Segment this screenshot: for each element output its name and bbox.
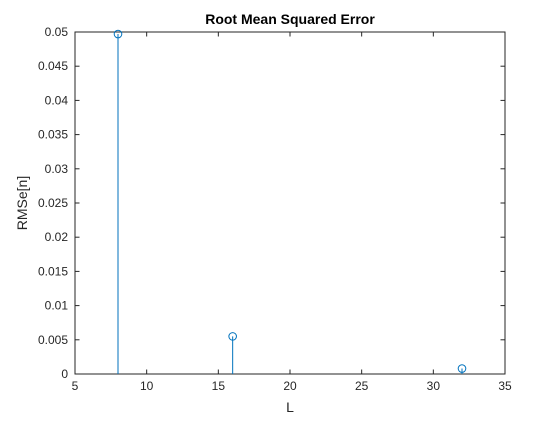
chart-title: Root Mean Squared Error <box>205 11 375 27</box>
y-tick-label: 0.03 <box>45 162 69 176</box>
x-axis-ticks: 5 10 15 20 25 30 35 <box>72 32 512 393</box>
x-tick-label: 20 <box>283 379 297 393</box>
plot-area <box>74 31 506 375</box>
y-tick-label: 0.015 <box>38 264 68 278</box>
x-tick-label: 25 <box>355 379 369 393</box>
y-tick-label: 0 <box>61 367 68 381</box>
y-axis-ticks: 0 0.005 0.01 0.015 0.02 0.025 0.03 0.035 0.04 0.0… <box>38 25 505 381</box>
y-tick-label: 0.045 <box>38 59 68 73</box>
y-tick-label: 0.025 <box>38 196 68 210</box>
y-tick-label: 0.02 <box>45 230 69 244</box>
stem-marker <box>457 364 467 373</box>
x-tick-label: 35 <box>498 379 512 393</box>
y-tick-label: 0.035 <box>38 128 68 142</box>
y-tick-label: 0.01 <box>45 299 69 313</box>
stem-marker <box>113 29 123 39</box>
stem-marker <box>228 332 237 341</box>
stem-series <box>113 29 467 374</box>
x-tick-label: 10 <box>140 379 154 393</box>
x-axis-label: L <box>286 399 294 415</box>
x-tick-label: 5 <box>72 379 79 393</box>
y-tick-label: 0.05 <box>45 25 69 39</box>
y-axis-label: RMSe[n] <box>14 176 30 230</box>
x-tick-label: 30 <box>427 379 441 393</box>
x-tick-label: 15 <box>212 379 226 393</box>
y-tick-label: 0.005 <box>38 333 68 347</box>
y-tick-label: 0.04 <box>45 93 69 107</box>
